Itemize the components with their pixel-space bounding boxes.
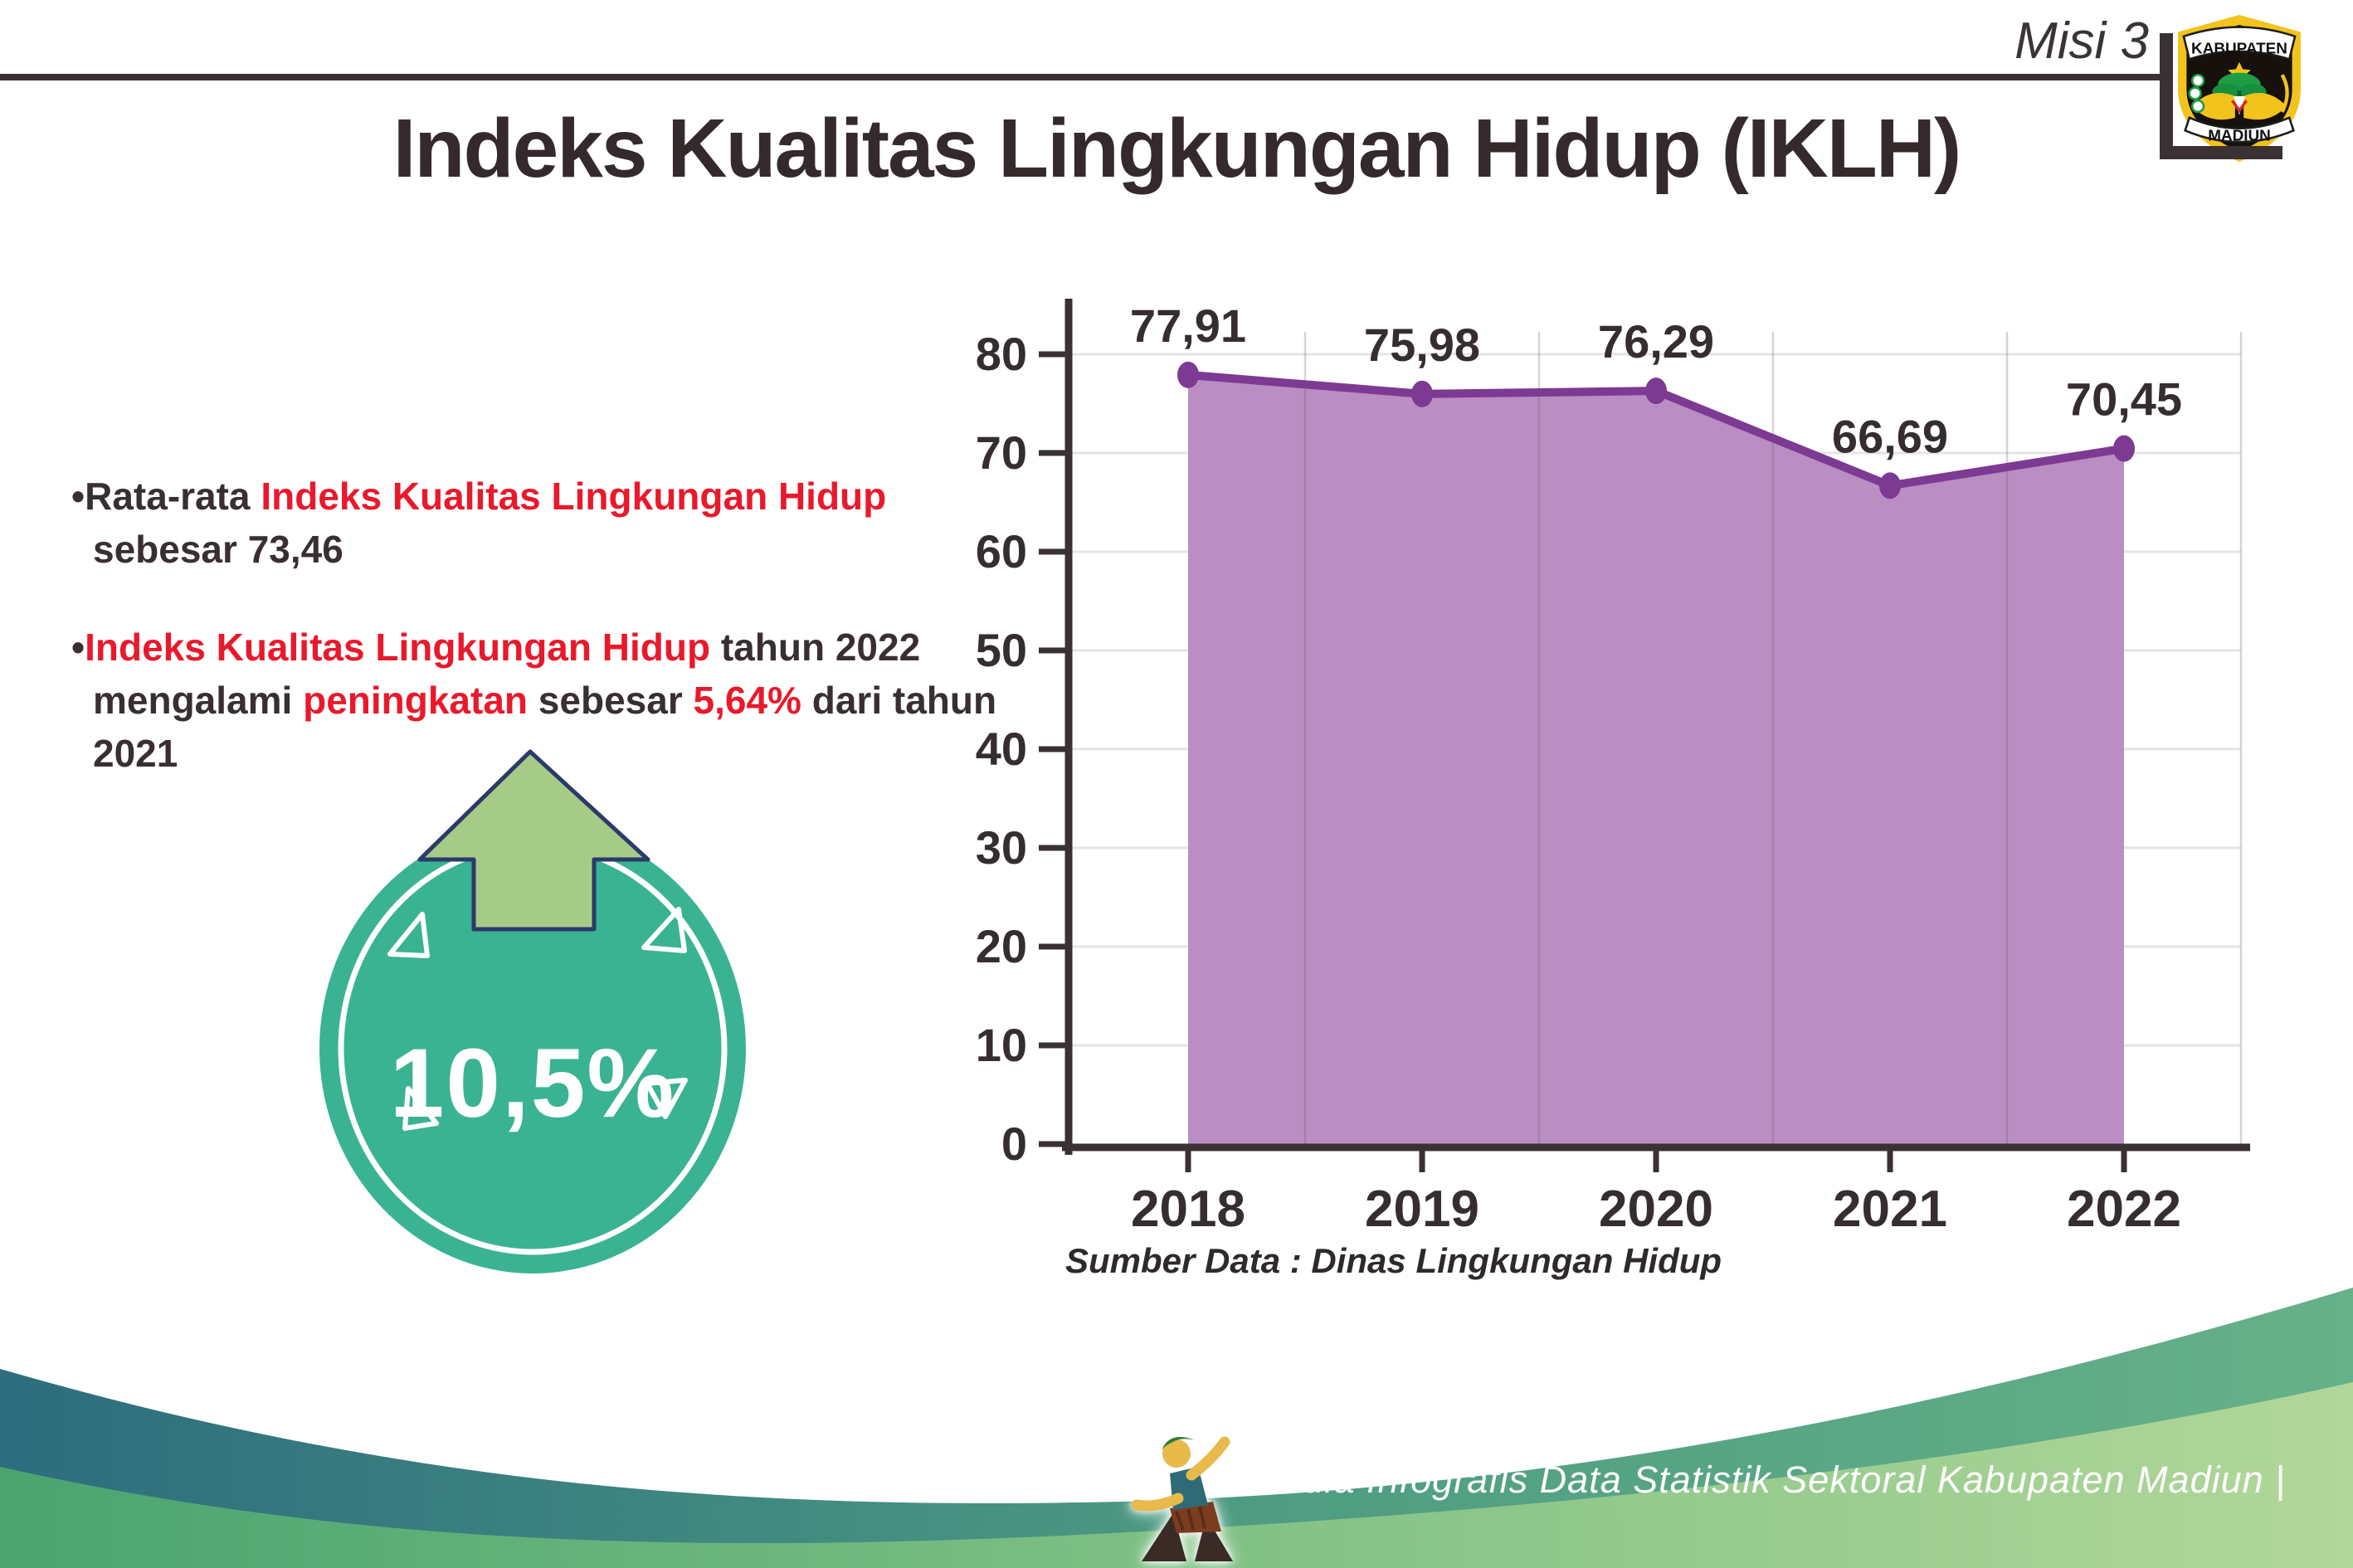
bullet-text-segment: 5,64% <box>693 679 801 722</box>
y-axis-label: 80 <box>976 328 1027 380</box>
spark-bottom-right-icon <box>645 1078 688 1119</box>
data-point-label: 77,91 <box>1130 299 1246 352</box>
x-axis-label: 2019 <box>1365 1181 1479 1238</box>
bullet-item: •Indeks Kualitas Lingkungan Hidup tahun … <box>71 621 1017 780</box>
arrow-up-icon <box>417 749 650 932</box>
data-point-label: 75,98 <box>1364 319 1480 371</box>
data-point-marker <box>1645 377 1667 405</box>
data-point-marker <box>1411 380 1433 407</box>
bullet-item: •Rata-rata Indeks Kualitas Lingkungan Hi… <box>71 470 1017 576</box>
logo-corner-bracket-vertical <box>2160 33 2173 159</box>
data-point-marker <box>2113 435 2135 462</box>
bullet-text-segment: Indeks Kualitas Lingkungan Hidup <box>85 626 711 669</box>
data-point-marker <box>1177 361 1199 388</box>
logo-corner-bracket-horizontal <box>2160 146 2282 159</box>
bullet-text-segment: peningkatan <box>303 679 529 722</box>
bullet-text-segment: Rata-rata <box>85 475 261 518</box>
bullet-list: •Rata-rata Indeks Kualitas Lingkungan Hi… <box>71 470 1017 780</box>
data-point-marker <box>1879 472 1901 499</box>
x-axis-label: 2022 <box>2067 1181 2181 1238</box>
area-fill <box>1188 374 2124 1145</box>
y-axis-label: 40 <box>976 723 1027 775</box>
page-title: Indeks Kualitas Lingkungan Hidup (IKLH) <box>392 102 1962 195</box>
y-axis-label: 30 <box>976 821 1027 874</box>
logo-text-top: KABUPATEN <box>2191 40 2287 57</box>
y-axis-label: 20 <box>976 920 1027 972</box>
footer-wave-green <box>0 1382 2353 1568</box>
y-axis-label: 50 <box>976 624 1027 676</box>
x-axis-label: 2018 <box>1131 1181 1245 1238</box>
x-axis-label: 2020 <box>1599 1181 1713 1238</box>
bullet-marker: • <box>71 626 85 669</box>
mission-label: Misi 3 <box>2014 12 2149 70</box>
spark-bottom-left-icon <box>402 1086 439 1131</box>
data-point-label: 76,29 <box>1598 315 1714 368</box>
spark-top-right-icon <box>641 907 687 953</box>
iklh-area-chart: 0 10 20 30 40 50 60 70 80 2018 2019 2020 2021 2022 77,… <box>976 299 2250 1238</box>
header-rule <box>0 74 2162 80</box>
x-axis-label: 2021 <box>1833 1181 1947 1238</box>
logo-text-bottom: MADIUN <box>2208 127 2271 144</box>
data-point-label: 70,45 <box>2066 373 2182 426</box>
bullet-text-segment: Indeks Kualitas Lingkungan Hidup <box>261 475 887 518</box>
mascot-dancer-icon <box>1131 1436 1233 1561</box>
kabupaten-madiun-logo: KABUPATEN MADIUN <box>2178 15 2301 163</box>
badge-value: 10,5% <box>389 1029 676 1138</box>
y-axis-label: 70 <box>976 426 1027 479</box>
bullet-text-segment: dari tahun 2021 <box>93 679 997 775</box>
y-axis-label: 60 <box>976 525 1027 577</box>
footer-credit: Media Infografis Data Statistik Sektoral… <box>1250 1458 2286 1501</box>
spark-top-left-icon <box>387 912 430 958</box>
bullet-text-segment: sebesar 73,46 <box>93 528 343 571</box>
chart-source-caption: Sumber Data : Dinas Lingkungan Hidup <box>1065 1241 1722 1280</box>
bullet-text-segment: sebesar <box>528 679 694 722</box>
increase-badge <box>319 749 746 1273</box>
bullet-marker: • <box>71 475 85 518</box>
data-point-label: 66,69 <box>1832 410 1948 462</box>
bullet-text-segment: tahun 2022 mengalami <box>93 626 921 722</box>
y-axis-label: 10 <box>976 1019 1027 1071</box>
y-axis-label: 0 <box>1001 1118 1027 1170</box>
